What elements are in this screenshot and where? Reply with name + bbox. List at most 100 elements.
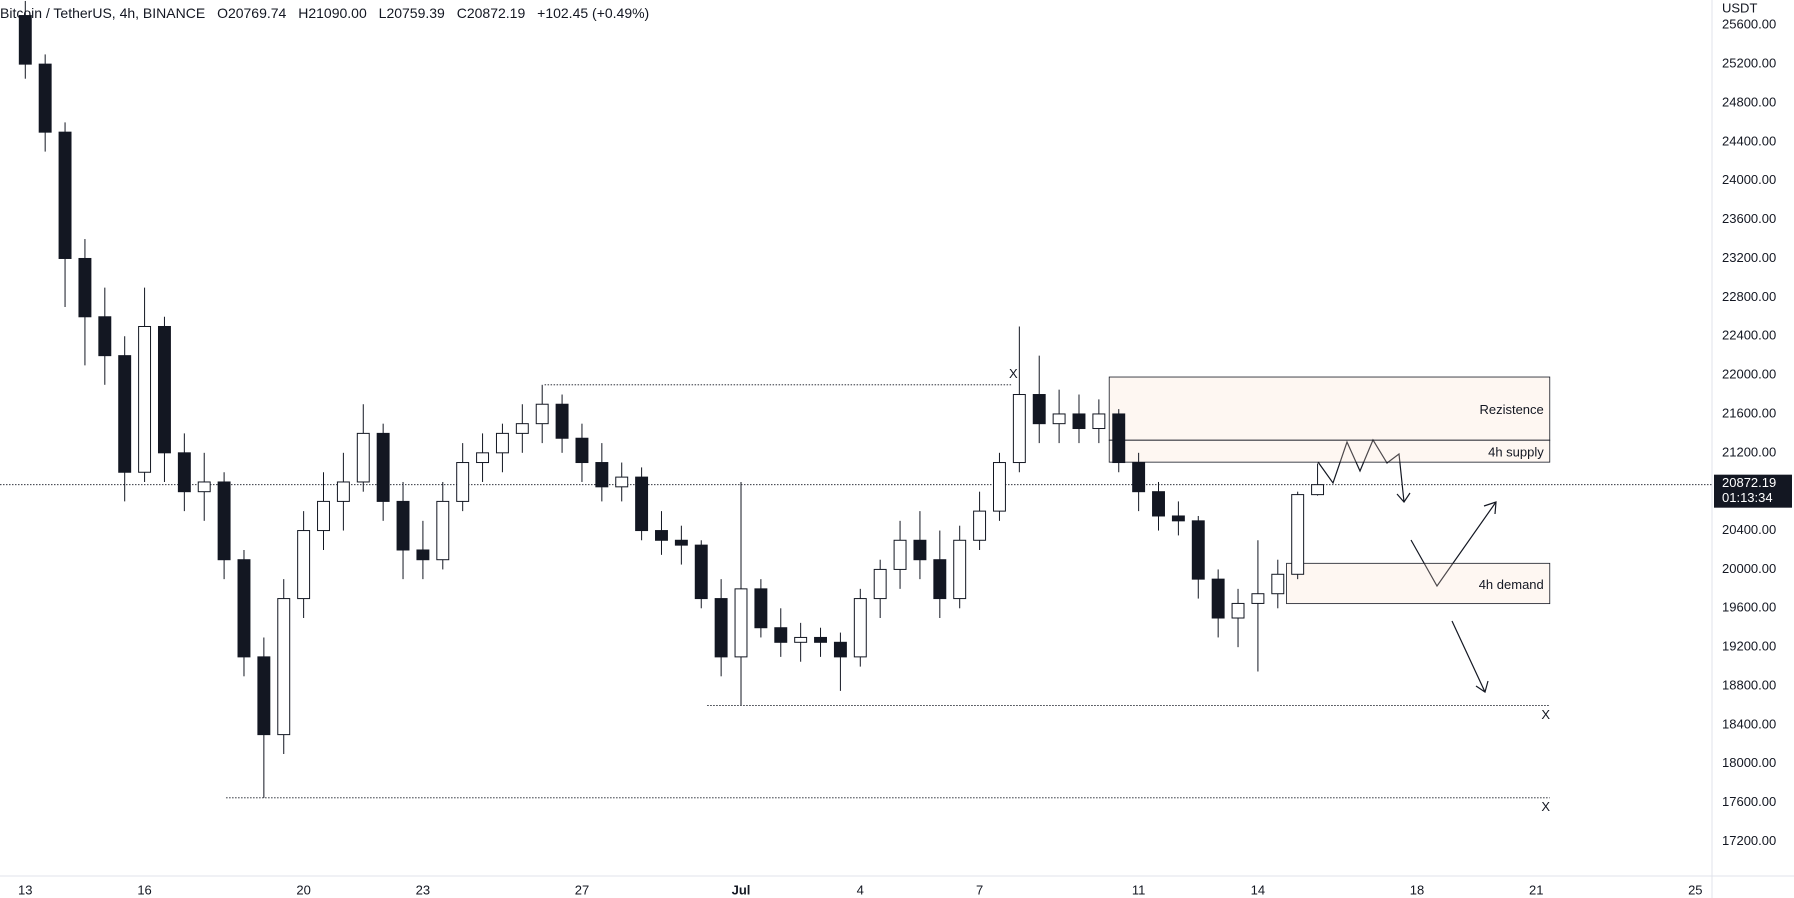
ohlc-close: C20872.19 xyxy=(456,5,526,21)
candle-body xyxy=(177,452,191,493)
arrow-head xyxy=(1396,492,1411,503)
y-tick-label: 25600.00 xyxy=(1722,17,1776,32)
x-tick-label: 18 xyxy=(1410,882,1424,897)
candle-body xyxy=(1171,515,1185,522)
y-tick-label: 20000.00 xyxy=(1722,561,1776,576)
x-tick-label: 4 xyxy=(857,882,864,897)
ohlc-low: L20759.39 xyxy=(378,5,445,21)
y-tick-label: 24000.00 xyxy=(1722,172,1776,187)
x-tick-label: 23 xyxy=(416,882,430,897)
candle-body xyxy=(873,568,887,600)
y-tick-label: 21200.00 xyxy=(1722,444,1776,459)
candle-body xyxy=(277,598,291,736)
candle-body xyxy=(376,432,390,502)
level-label: X xyxy=(1541,707,1550,722)
zone-label: 4h demand xyxy=(1479,577,1544,592)
candle-body xyxy=(794,636,808,643)
candle-body xyxy=(118,355,132,473)
candle-body xyxy=(317,500,330,532)
candle-body xyxy=(1012,394,1026,464)
candle-body xyxy=(575,437,589,464)
down-path xyxy=(1451,620,1486,693)
y-tick-label: 22000.00 xyxy=(1722,367,1776,382)
ohlc-open: O20769.74 xyxy=(217,5,287,21)
candle-body xyxy=(38,63,52,133)
y-tick-label: 23200.00 xyxy=(1722,250,1776,265)
candle-body xyxy=(436,500,450,561)
candle-body xyxy=(655,530,668,541)
candle-body xyxy=(1271,573,1285,595)
candle-body xyxy=(416,549,430,561)
candle-body xyxy=(257,656,271,736)
candle-body xyxy=(78,257,92,318)
candle-body xyxy=(973,510,987,541)
candle-body xyxy=(157,325,171,454)
candle-body xyxy=(953,539,967,600)
price-tag-countdown: 01:13:34 xyxy=(1722,490,1773,505)
y-tick-label: 22400.00 xyxy=(1722,328,1776,343)
candle-body xyxy=(1112,413,1126,464)
symbol-legend: Bitcoin / TetherUS, 4h, BINANCE O20769.7… xyxy=(0,5,657,21)
ohlc-high: H21090.00 xyxy=(298,5,367,21)
y-tick-label: 17200.00 xyxy=(1722,833,1776,848)
x-tick-label: 27 xyxy=(575,882,589,897)
candle-body xyxy=(297,530,311,600)
y-tick-label: 18800.00 xyxy=(1722,677,1776,692)
candle-body xyxy=(1211,578,1225,619)
x-tick-label: Jul xyxy=(732,882,751,897)
zone-box xyxy=(1108,439,1551,463)
candle-body xyxy=(1072,413,1086,430)
x-tick-label: 11 xyxy=(1132,882,1146,897)
candle-body xyxy=(595,462,609,488)
y-tick-label: 18400.00 xyxy=(1722,716,1776,731)
candle-body xyxy=(933,559,947,600)
candle-body xyxy=(1032,394,1046,425)
candle-body xyxy=(98,316,112,357)
x-tick-label: 7 xyxy=(976,882,983,897)
candle-body xyxy=(694,544,708,600)
ohlc-change: +102.45 (+0.49%) xyxy=(537,5,650,21)
y-tick-label: 23600.00 xyxy=(1722,211,1776,226)
candle-body xyxy=(396,500,410,551)
candle-body xyxy=(1231,602,1245,619)
candle-body xyxy=(18,15,32,65)
x-tick-label: 21 xyxy=(1529,882,1543,897)
y-tick-label: 19200.00 xyxy=(1722,639,1776,654)
price-tag-value: 20872.19 xyxy=(1722,475,1776,490)
y-tick-label: 25200.00 xyxy=(1722,56,1776,71)
candle-body xyxy=(535,403,549,425)
candle-body xyxy=(893,539,907,570)
candle-body xyxy=(1152,491,1165,517)
candle-body xyxy=(913,539,927,561)
candle-body xyxy=(1251,593,1265,604)
y-tick-label: 24400.00 xyxy=(1722,133,1776,148)
x-tick-label: 16 xyxy=(137,882,151,897)
candle-body xyxy=(774,627,788,643)
candle-body xyxy=(1311,484,1325,496)
candle-body xyxy=(336,481,350,502)
candle-body xyxy=(615,476,629,488)
level-label: X xyxy=(1009,366,1018,381)
x-tick-label: 20 xyxy=(296,882,310,897)
x-tick-label: 13 xyxy=(18,882,32,897)
zone-box xyxy=(1286,562,1551,605)
y-tick-label: 19600.00 xyxy=(1722,600,1776,615)
arrow-head xyxy=(1475,680,1489,693)
x-tick-label: 14 xyxy=(1251,882,1265,897)
y-tick-label: 17600.00 xyxy=(1722,794,1776,809)
candle-body xyxy=(853,598,867,658)
axis-unit: USDT xyxy=(1722,0,1757,15)
candle-body xyxy=(635,476,649,532)
candle-body xyxy=(356,432,370,483)
candle-body xyxy=(814,636,827,643)
candle-body xyxy=(1052,413,1066,425)
candle-body xyxy=(1291,494,1305,575)
candle-body xyxy=(754,588,768,629)
candle-body xyxy=(1132,462,1146,493)
candle-body xyxy=(1191,520,1205,580)
candle-body xyxy=(515,423,529,434)
arrow-head xyxy=(1483,501,1497,515)
candle-body xyxy=(1092,413,1106,430)
x-tick-label: 25 xyxy=(1688,882,1702,897)
